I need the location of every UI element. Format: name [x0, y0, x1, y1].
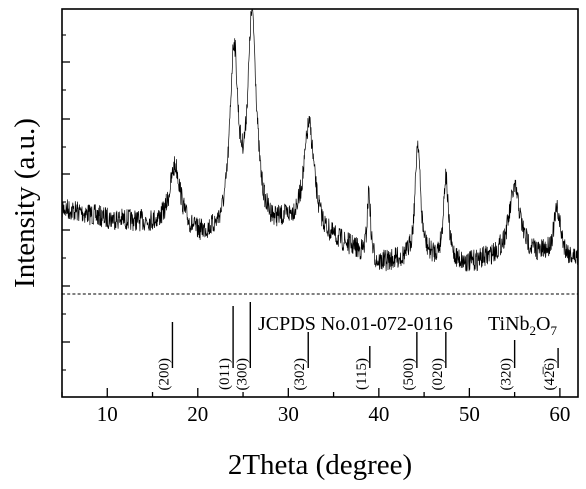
hkl-label: (500)	[401, 358, 417, 391]
compound-sub-2: 2	[530, 323, 537, 338]
y-axis-ticks	[62, 34, 70, 371]
compound-sub-7: 7	[550, 323, 557, 338]
hkl-label: (300)	[234, 358, 250, 391]
x-tick-label: 30	[278, 402, 299, 426]
y-axis-label: Intensity (a.u.)	[9, 118, 41, 288]
jcpds-label: JCPDS No.01-072-0116	[258, 313, 453, 335]
x-tick-label: 50	[459, 402, 480, 426]
xrd-pattern-series	[61, 9, 579, 272]
compound-o: O	[536, 313, 550, 335]
hkl-label: (011)	[217, 358, 233, 390]
x-tick-label: 10	[97, 402, 118, 426]
x-tick-label: 40	[368, 402, 389, 426]
x-tick-label: 60	[549, 402, 570, 426]
hkl-label: (020)	[430, 358, 446, 391]
x-axis-ticks: 10 20 30 40 50 60	[61, 388, 570, 426]
compound-label: TiNb2O7	[488, 313, 557, 338]
hkl-label: (42̅6)	[542, 358, 558, 391]
reference-lines: (200) (011) (300) (302) (115) (500) (020) (320)…	[156, 302, 559, 391]
hkl-label: (115)	[354, 358, 370, 390]
hkl-label: (320)	[499, 358, 515, 391]
x-tick-label: 20	[187, 402, 208, 426]
hkl-label: (200)	[156, 358, 172, 391]
xrd-pattern-line	[61, 9, 579, 272]
compound-ti-nb: TiNb	[488, 313, 530, 335]
x-axis-label: 2Theta (degree)	[228, 449, 412, 481]
hkl-label: (302)	[292, 358, 308, 391]
